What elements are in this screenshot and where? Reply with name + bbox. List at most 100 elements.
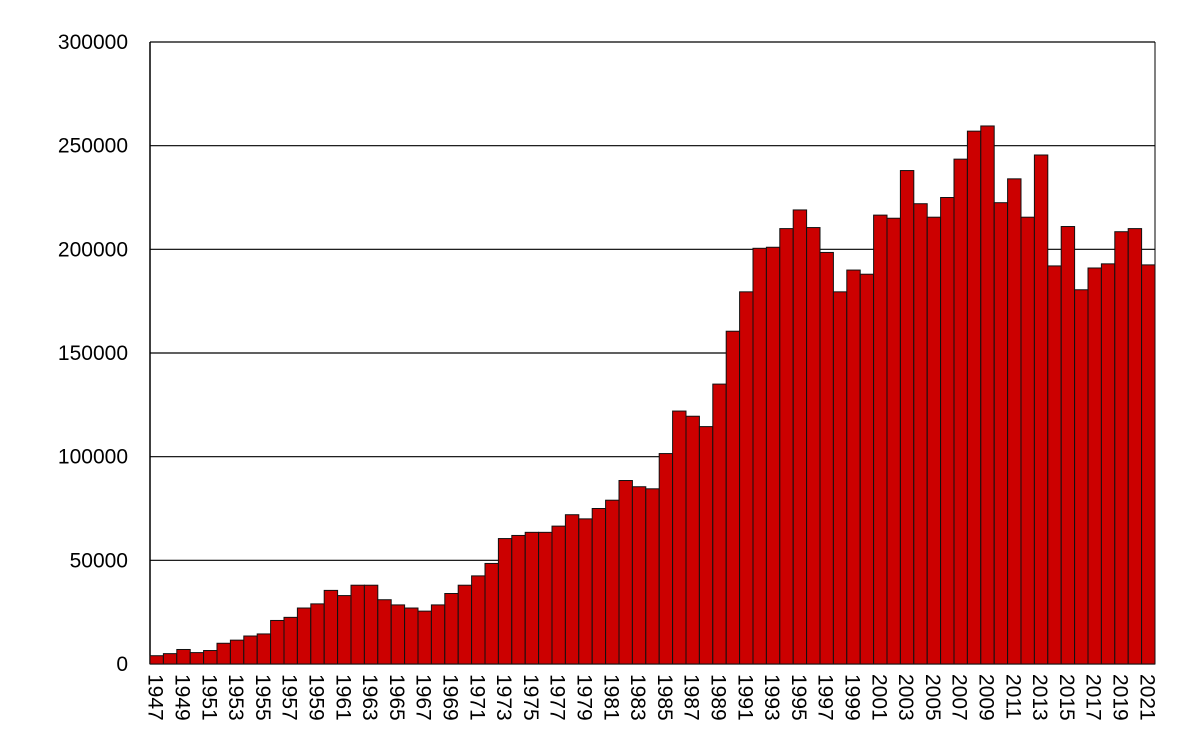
x-tick-label: 1989 [707,674,730,721]
bar [1141,264,1156,665]
x-tick-label: 2005 [921,674,944,721]
bar [176,648,191,665]
bar [631,486,647,665]
x-tick-label: 1971 [465,674,488,721]
x-tick-label: 1957 [278,674,301,721]
y-tick-label: 200000 [58,238,128,261]
bar [390,604,406,665]
x-tick-label: 1995 [787,674,810,721]
y-tick-label: 100000 [58,446,128,469]
x-tick-label: 1949 [171,674,194,721]
x-tick-label: 1947 [144,674,167,721]
y-tick-label: 300000 [58,31,128,54]
x-tick-label: 1961 [331,674,354,721]
bar [886,217,901,665]
x-tick-label: 1951 [197,674,220,721]
bar [216,642,231,665]
y-tick-label: 0 [116,653,128,676]
y-tick-label: 250000 [58,135,128,158]
x-tick-label: 1985 [653,674,676,721]
bar [256,633,272,665]
bar [323,589,339,665]
bar [752,247,767,665]
bar [471,575,486,665]
bar [189,652,205,665]
bar [899,170,915,665]
bar [511,534,526,665]
bar [605,499,620,665]
bar [873,214,888,665]
x-tick-label: 1987 [680,674,703,721]
bar [832,291,848,665]
bar [1020,216,1035,665]
x-tick-label: 2009 [975,674,998,721]
x-tick-label: 1997 [814,674,837,721]
x-tick-label: 1993 [760,674,783,721]
bar [149,655,164,665]
x-tick-label: 1965 [385,674,408,721]
bar [765,246,781,665]
bar [779,228,794,665]
x-tick-label: 1979 [573,674,596,721]
bar [913,203,928,665]
bar [404,607,419,665]
bar [337,595,352,665]
x-tick-label: 1991 [733,674,756,721]
bar [966,130,982,665]
bar [645,488,660,665]
bar [712,383,727,665]
x-tick-label: 1973 [492,674,515,721]
bar [806,227,821,665]
bar [1100,263,1116,665]
y-tick-label: 150000 [58,342,128,365]
x-tick-label: 1999 [841,674,864,721]
x-tick-label: 2017 [1082,674,1105,721]
bar [993,202,1009,665]
bar [1007,178,1022,665]
y-tick-label: 50000 [70,549,128,572]
x-tick-label: 1975 [519,674,542,721]
x-tick-label: 1953 [224,674,247,721]
bar [578,518,593,665]
bar [310,603,325,665]
bar [792,209,808,665]
x-tick-label: 1977 [546,674,569,721]
x-tick-label: 2007 [948,674,971,721]
bar [658,453,674,665]
bar [564,514,580,665]
bar [685,415,700,665]
bar [953,158,968,665]
bar [430,604,446,665]
x-tick-label: 2021 [1135,674,1158,721]
bar [162,653,178,665]
x-tick-label: 1959 [305,674,328,721]
x-tick-label: 2003 [894,674,917,721]
bar [940,197,955,665]
bar [270,619,285,665]
bar [1033,154,1049,665]
bar [417,610,432,665]
bar [1047,265,1062,665]
bar [739,291,754,665]
bar [926,216,942,665]
bar [457,584,473,665]
x-tick-label: 2015 [1055,674,1078,721]
x-tick-label: 1955 [251,674,274,721]
bar [1087,267,1102,665]
x-tick-label: 2013 [1028,674,1051,721]
x-tick-label: 1969 [439,674,462,721]
x-tick-label: 2011 [1001,674,1024,719]
bar [672,410,687,665]
x-tick-label: 1983 [626,674,649,721]
bar [859,273,875,665]
bar [1074,289,1089,665]
bar [377,599,392,665]
x-tick-label: 1981 [599,674,622,721]
bar [350,584,365,665]
x-tick-label: 2001 [867,674,890,721]
bar [1114,231,1129,665]
bar [980,125,995,665]
x-tick-label: 1963 [358,674,381,721]
bar [283,616,298,665]
